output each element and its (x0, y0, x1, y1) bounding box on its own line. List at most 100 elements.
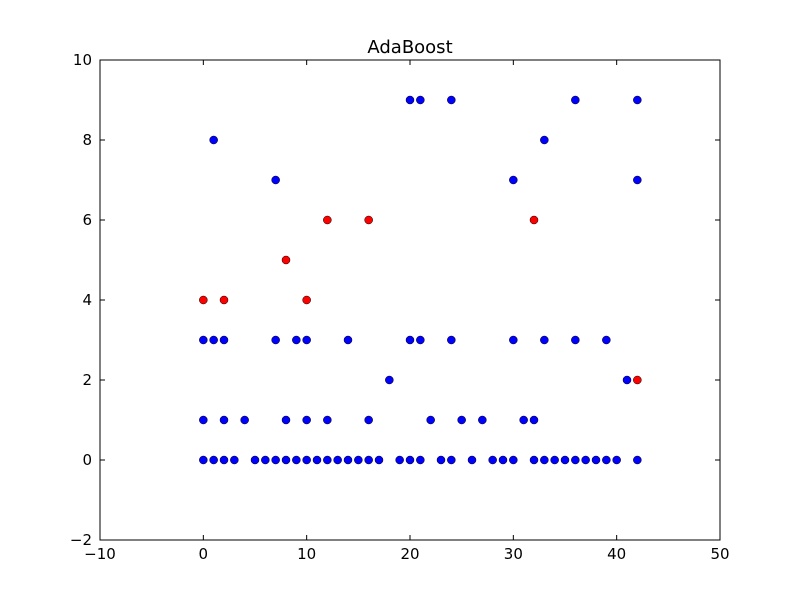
data-point-series-0-27 (540, 455, 549, 465)
x-tick-label: 0 (199, 545, 209, 563)
data-point-series-0-73 (633, 95, 642, 105)
data-point-series-0-29 (560, 455, 570, 465)
data-point-series-1-0 (199, 295, 208, 305)
data-point-series-0-35 (633, 455, 642, 465)
data-point-series-0-6 (271, 455, 280, 465)
data-point-series-0-46 (519, 415, 528, 425)
data-point-series-0-57 (405, 335, 415, 345)
data-point-series-0-28 (550, 455, 559, 465)
plot-frame (99, 59, 721, 541)
data-point-series-0-55 (302, 335, 311, 345)
data-point-series-0-36 (199, 415, 208, 425)
data-point-series-0-1 (209, 455, 218, 465)
data-point-series-0-56 (343, 335, 353, 345)
data-point-series-0-45 (478, 415, 487, 425)
data-point-series-0-61 (540, 335, 549, 345)
data-point-series-0-7 (281, 455, 291, 465)
data-point-series-0-68 (540, 135, 549, 145)
y-tick-label: 8 (82, 131, 92, 149)
data-point-series-0-31 (581, 455, 590, 465)
data-point-series-0-72 (571, 95, 580, 105)
data-point-series-0-10 (312, 455, 322, 465)
data-point-series-0-39 (281, 415, 291, 425)
x-tick-label: 40 (607, 545, 626, 563)
data-point-series-0-0 (199, 455, 208, 465)
data-point-series-0-60 (509, 335, 518, 345)
data-point-series-0-17 (395, 455, 404, 465)
data-point-series-0-37 (219, 415, 229, 425)
data-point-series-0-5 (261, 455, 270, 465)
data-point-series-0-30 (571, 455, 580, 465)
data-point-series-0-40 (302, 415, 311, 425)
data-point-series-0-38 (240, 415, 249, 425)
data-point-series-0-41 (323, 415, 332, 425)
data-point-series-0-62 (571, 335, 580, 345)
data-point-series-0-14 (354, 455, 363, 465)
data-point-series-0-22 (467, 455, 477, 465)
data-point-series-0-51 (209, 335, 218, 345)
y-tick-label: 0 (82, 451, 92, 469)
data-point-series-0-12 (333, 455, 342, 465)
data-point-series-0-15 (364, 455, 373, 465)
data-point-series-0-2 (219, 455, 229, 465)
data-point-series-1-3 (281, 255, 291, 265)
y-tick-label: 2 (82, 371, 92, 389)
data-point-series-0-25 (509, 455, 518, 465)
data-point-series-1-4 (323, 215, 332, 225)
data-point-series-0-8 (292, 455, 301, 465)
data-point-series-1-1 (219, 295, 229, 305)
data-point-series-0-3 (230, 455, 239, 465)
data-point-series-0-59 (447, 335, 456, 345)
chart-title: AdaBoost (367, 37, 452, 58)
data-point-series-0-11 (323, 455, 332, 465)
data-point-series-0-4 (250, 455, 260, 465)
data-point-series-0-48 (385, 375, 394, 385)
data-point-series-0-65 (633, 175, 642, 185)
data-point-series-0-67 (209, 135, 218, 145)
data-point-series-0-50 (199, 335, 208, 345)
data-point-series-0-18 (405, 455, 415, 465)
data-point-series-0-9 (302, 455, 311, 465)
y-tick-label: −2 (70, 531, 92, 549)
data-point-series-0-32 (591, 455, 601, 465)
points-layer (199, 95, 642, 465)
data-point-series-0-44 (457, 415, 466, 425)
data-point-series-1-5 (364, 215, 373, 225)
data-point-series-0-49 (622, 375, 632, 385)
x-tick-label: 20 (400, 545, 419, 563)
data-point-series-1-6 (529, 215, 539, 225)
x-tick-label: 50 (710, 545, 729, 563)
data-point-series-0-63 (602, 335, 611, 345)
data-point-series-1-7 (633, 375, 642, 385)
data-point-series-0-24 (498, 455, 508, 465)
x-tick-label: 10 (297, 545, 316, 563)
data-point-series-0-69 (405, 95, 415, 105)
x-tick-label: 30 (504, 545, 523, 563)
ticks-layer: −10 0 10 20 30 40 50 −2 0 2 4 6 8 10 (70, 51, 730, 563)
data-point-series-0-58 (416, 335, 425, 345)
y-tick-label: 6 (82, 211, 92, 229)
data-point-series-0-13 (343, 455, 353, 465)
x-tick-label: −10 (84, 545, 116, 563)
data-point-series-0-47 (529, 415, 539, 425)
data-point-series-0-33 (602, 455, 611, 465)
data-point-series-0-20 (436, 455, 446, 465)
y-tick-label: 10 (73, 51, 92, 69)
data-point-series-0-23 (488, 455, 497, 465)
data-point-series-0-71 (447, 95, 456, 105)
data-point-series-1-2 (302, 295, 311, 305)
data-point-series-0-34 (612, 455, 621, 465)
data-point-series-0-66 (271, 175, 280, 185)
data-point-series-0-19 (416, 455, 425, 465)
data-point-series-0-26 (529, 455, 539, 465)
data-point-series-0-42 (364, 415, 373, 425)
data-point-series-0-21 (447, 455, 456, 465)
data-point-series-0-70 (416, 95, 425, 105)
data-point-series-0-43 (426, 415, 435, 425)
data-point-series-0-53 (271, 335, 280, 345)
data-point-series-0-54 (292, 335, 301, 345)
data-point-series-0-52 (219, 335, 229, 345)
y-tick-label: 4 (82, 291, 92, 309)
